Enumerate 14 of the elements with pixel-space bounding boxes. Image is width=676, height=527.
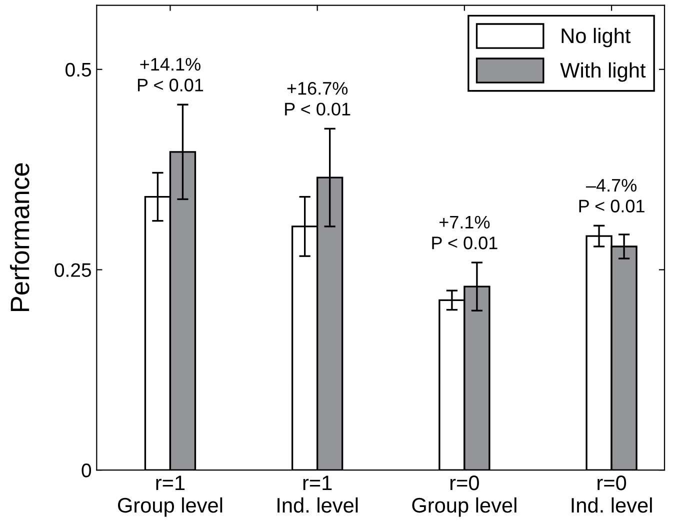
x-tick-label: r=0 Ind. level bbox=[572, 475, 652, 513]
legend-label: No light bbox=[562, 28, 631, 48]
annotation: +7.1% P < 0.01 bbox=[432, 216, 498, 250]
annotation: +16.7% P < 0.01 bbox=[285, 82, 350, 116]
annotation: –4.7% P < 0.01 bbox=[579, 179, 644, 212]
y-axis-title: Performance bbox=[10, 163, 30, 312]
y-tick-label: 0.5 bbox=[66, 62, 91, 77]
x-tick-label: r=1 Ind. level bbox=[278, 476, 358, 513]
y-tick-label: 0.25 bbox=[54, 263, 91, 277]
annotation: +14.1% P < 0.01 bbox=[138, 58, 204, 92]
x-tick-label: r=0 Group level bbox=[412, 475, 516, 517]
y-tick-label: 0 bbox=[82, 464, 92, 478]
x-tick-label: r=1 Group level bbox=[118, 476, 222, 517]
legend-label: With light bbox=[560, 62, 646, 82]
